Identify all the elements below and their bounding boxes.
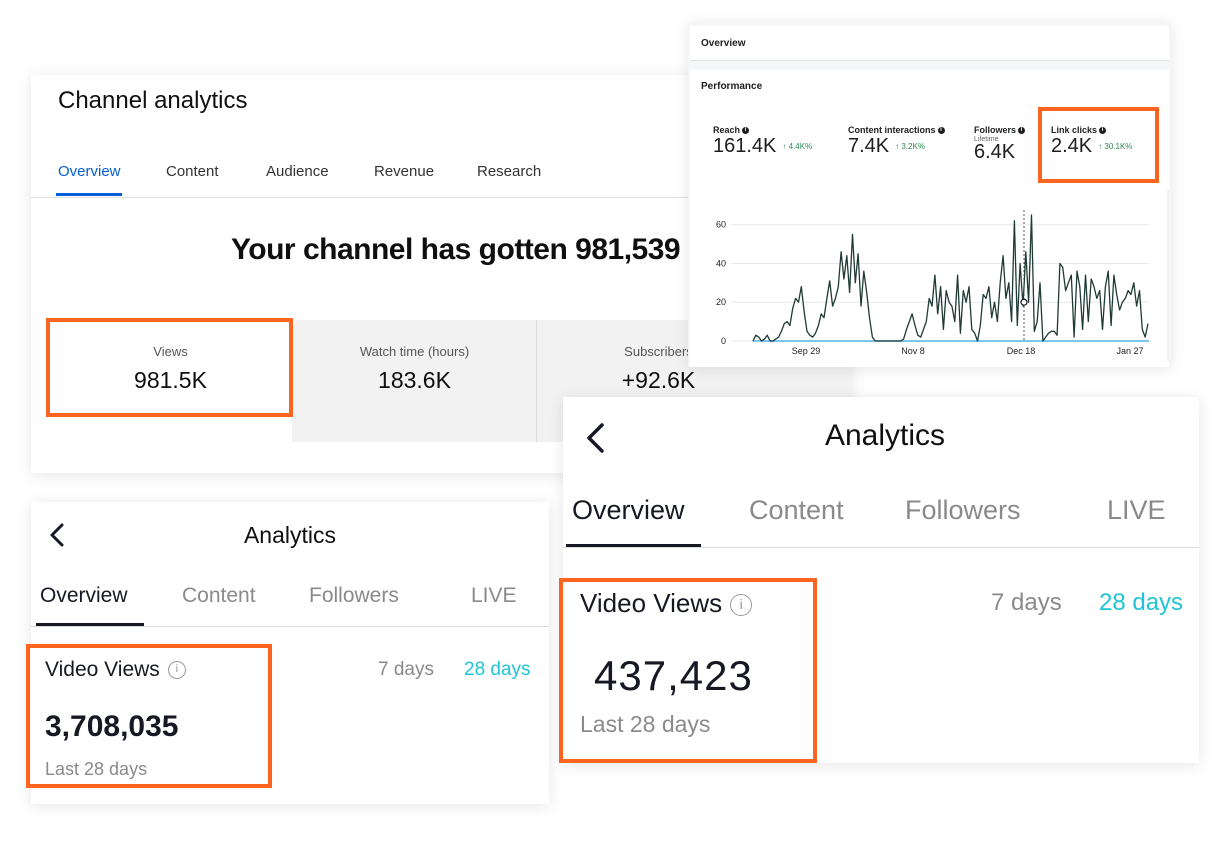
overview-label: Overview (701, 38, 746, 49)
metric-label: Link clicks (1051, 125, 1098, 135)
y-tick-label: 0 (721, 336, 726, 346)
highlight-box (1038, 107, 1159, 183)
range-28-days[interactable]: 28 days (464, 659, 531, 680)
metric-value: 161.4K (713, 135, 777, 157)
highlight-box (46, 318, 293, 417)
metric-card-watch-time[interactable]: Watch time (hours) 183.6K (293, 320, 536, 442)
range-28-days[interactable]: 28 days (1099, 589, 1184, 616)
info-icon[interactable]: i (937, 127, 945, 135)
metric-label: Watch time (hours) (359, 344, 470, 359)
chevron-left-icon (50, 523, 64, 547)
metric-followers[interactable]: Followers i Lifetime 6.4K (974, 125, 1026, 164)
tab-revenue[interactable]: Revenue (374, 163, 435, 180)
tab-divider (31, 626, 549, 627)
tab-overview[interactable]: Overview (40, 584, 128, 607)
metric-period: Last 28 days (580, 711, 711, 737)
metric-value: 437,423 (594, 652, 753, 699)
page-title: Channel analytics (58, 87, 248, 114)
tab-content[interactable]: Content (749, 495, 844, 525)
performance-section: Performance Reach i 161.4K ↑ 4.4K% Content… (690, 70, 1169, 367)
info-icon[interactable]: i (1018, 127, 1026, 135)
range-7-days[interactable]: 7 days (378, 659, 434, 680)
tab-followers[interactable]: Followers (905, 495, 1021, 525)
tab-audience[interactable]: Audience (266, 163, 329, 180)
page-title: Analytics (243, 522, 337, 548)
metric-link-clicks[interactable]: Link clicks i 2.4K ↑ 30.1K% (1051, 125, 1132, 158)
metric-value: 6.4K (974, 141, 1016, 163)
overview-header: Overview (690, 26, 1169, 61)
metric-title: Video Views i (45, 658, 186, 682)
meta-insights-panel: Overview Performance Reach i 161.4K ↑ 4.4K… (688, 22, 1171, 367)
x-tick-label: Sep 29 (792, 346, 821, 356)
highlight-box (26, 644, 272, 788)
active-tab-indicator (36, 623, 144, 626)
tiktok-analytics-panel-small: Analytics Overview Content Followers LIV… (31, 502, 549, 804)
y-tick-label: 40 (716, 258, 726, 268)
hover-point (1020, 298, 1028, 306)
link-clicks-line-chart: 0 20 40 60 Sep 29 Nov 8 Dec 18 Jan 27 (716, 190, 1169, 361)
metric-title: Video Views i (580, 588, 753, 619)
metric-reach[interactable]: Reach i 161.4K ↑ 4.4K% (713, 125, 812, 158)
x-tick-label: Jan 27 (1116, 346, 1143, 356)
metric-sublabel: Lifetime (974, 136, 999, 143)
info-icon[interactable]: i (167, 661, 186, 680)
metric-content-interactions[interactable]: Content interactions i 7.4K ↑ 3.2K% (848, 125, 945, 158)
chevron-left-icon (587, 423, 604, 453)
metric-change: ↑ 3.2K% (895, 142, 925, 151)
metric-period: Last 28 days (45, 759, 148, 779)
active-tab-indicator (56, 193, 122, 196)
metric-card-views[interactable]: Views 981.5K (49, 320, 292, 442)
page-title: Analytics (824, 419, 946, 452)
metric-label: Views (153, 344, 188, 359)
back-button[interactable] (584, 421, 606, 460)
x-tick-label: Dec 18 (1007, 346, 1036, 356)
tab-followers[interactable]: Followers (309, 584, 399, 607)
metric-label: Followers (974, 125, 1017, 135)
tab-bar: Overview Content Audience Revenue Resear… (31, 155, 851, 198)
tab-overview[interactable]: Overview (58, 163, 121, 180)
info-icon[interactable]: i (730, 594, 753, 617)
y-tick-label: 60 (716, 220, 726, 230)
performance-label: Performance (701, 81, 763, 92)
highlight-box (559, 578, 817, 763)
active-tab-indicator (566, 544, 701, 547)
y-tick-label: 20 (716, 297, 726, 307)
metric-value: 183.6K (378, 367, 451, 393)
tab-overview[interactable]: Overview (572, 495, 685, 525)
metric-card-subscribers[interactable]: Subscribers +92.6K (536, 320, 780, 442)
info-icon[interactable]: i (1099, 127, 1107, 135)
tab-content[interactable]: Content (182, 584, 256, 607)
metric-label: Subscribers (624, 344, 693, 359)
views-headline: Your channel has gotten 981,539 v (231, 233, 705, 266)
metric-label: Video Views (45, 658, 160, 681)
metric-value: 2.4K (1051, 135, 1093, 157)
back-button[interactable] (48, 522, 66, 553)
tab-content[interactable]: Content (166, 163, 219, 180)
tab-divider (563, 547, 1199, 548)
metric-label: Reach (713, 125, 741, 135)
metric-value: 981.5K (134, 367, 207, 393)
metric-value: 3,708,035 (45, 710, 179, 743)
x-tick-label: Nov 8 (901, 346, 925, 356)
tab-research[interactable]: Research (477, 163, 542, 180)
metric-change: ↑ 4.4K% (782, 142, 813, 151)
metric-label: Video Views (580, 588, 723, 618)
metric-value: +92.6K (621, 367, 696, 393)
metric-label: Content interactions (848, 125, 936, 135)
metric-change: ↑ 30.1K% (1098, 142, 1133, 151)
range-7-days[interactable]: 7 days (991, 589, 1062, 616)
series-line (752, 214, 1149, 342)
metric-value: 7.4K (848, 135, 890, 157)
info-icon[interactable]: i (742, 127, 750, 135)
tab-live[interactable]: LIVE (1107, 495, 1166, 525)
tab-live[interactable]: LIVE (471, 584, 517, 607)
